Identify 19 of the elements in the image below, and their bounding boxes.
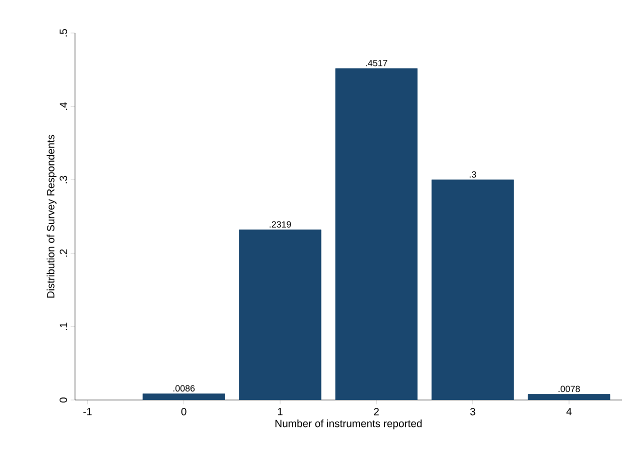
- data-label: .0078: [558, 386, 580, 392]
- y-tick-label: .2: [60, 249, 68, 257]
- x-tick-label: 4: [566, 408, 572, 416]
- y-tick-label: .3: [60, 176, 68, 184]
- y-tick-label: .4: [60, 102, 68, 110]
- x-tick-label: 3: [470, 408, 476, 416]
- x-axis-title: Number of instruments reported: [276, 420, 422, 430]
- x-tick-label: 1: [278, 408, 283, 416]
- y-tick-label: 0: [60, 398, 68, 403]
- x-tick-label: -1: [83, 408, 92, 416]
- data-label: .0086: [173, 385, 195, 392]
- data-label: .3: [470, 171, 476, 178]
- y-axis-title: Distribution of Survey Respondents: [46, 134, 56, 298]
- y-tick-label: .5: [60, 29, 68, 36]
- x-tick-label: 2: [374, 408, 379, 416]
- data-label: .4517: [366, 60, 388, 66]
- y-tick-label: .1: [60, 322, 68, 330]
- x-tick-label: 0: [181, 408, 186, 416]
- data-label: .2319: [270, 221, 291, 228]
